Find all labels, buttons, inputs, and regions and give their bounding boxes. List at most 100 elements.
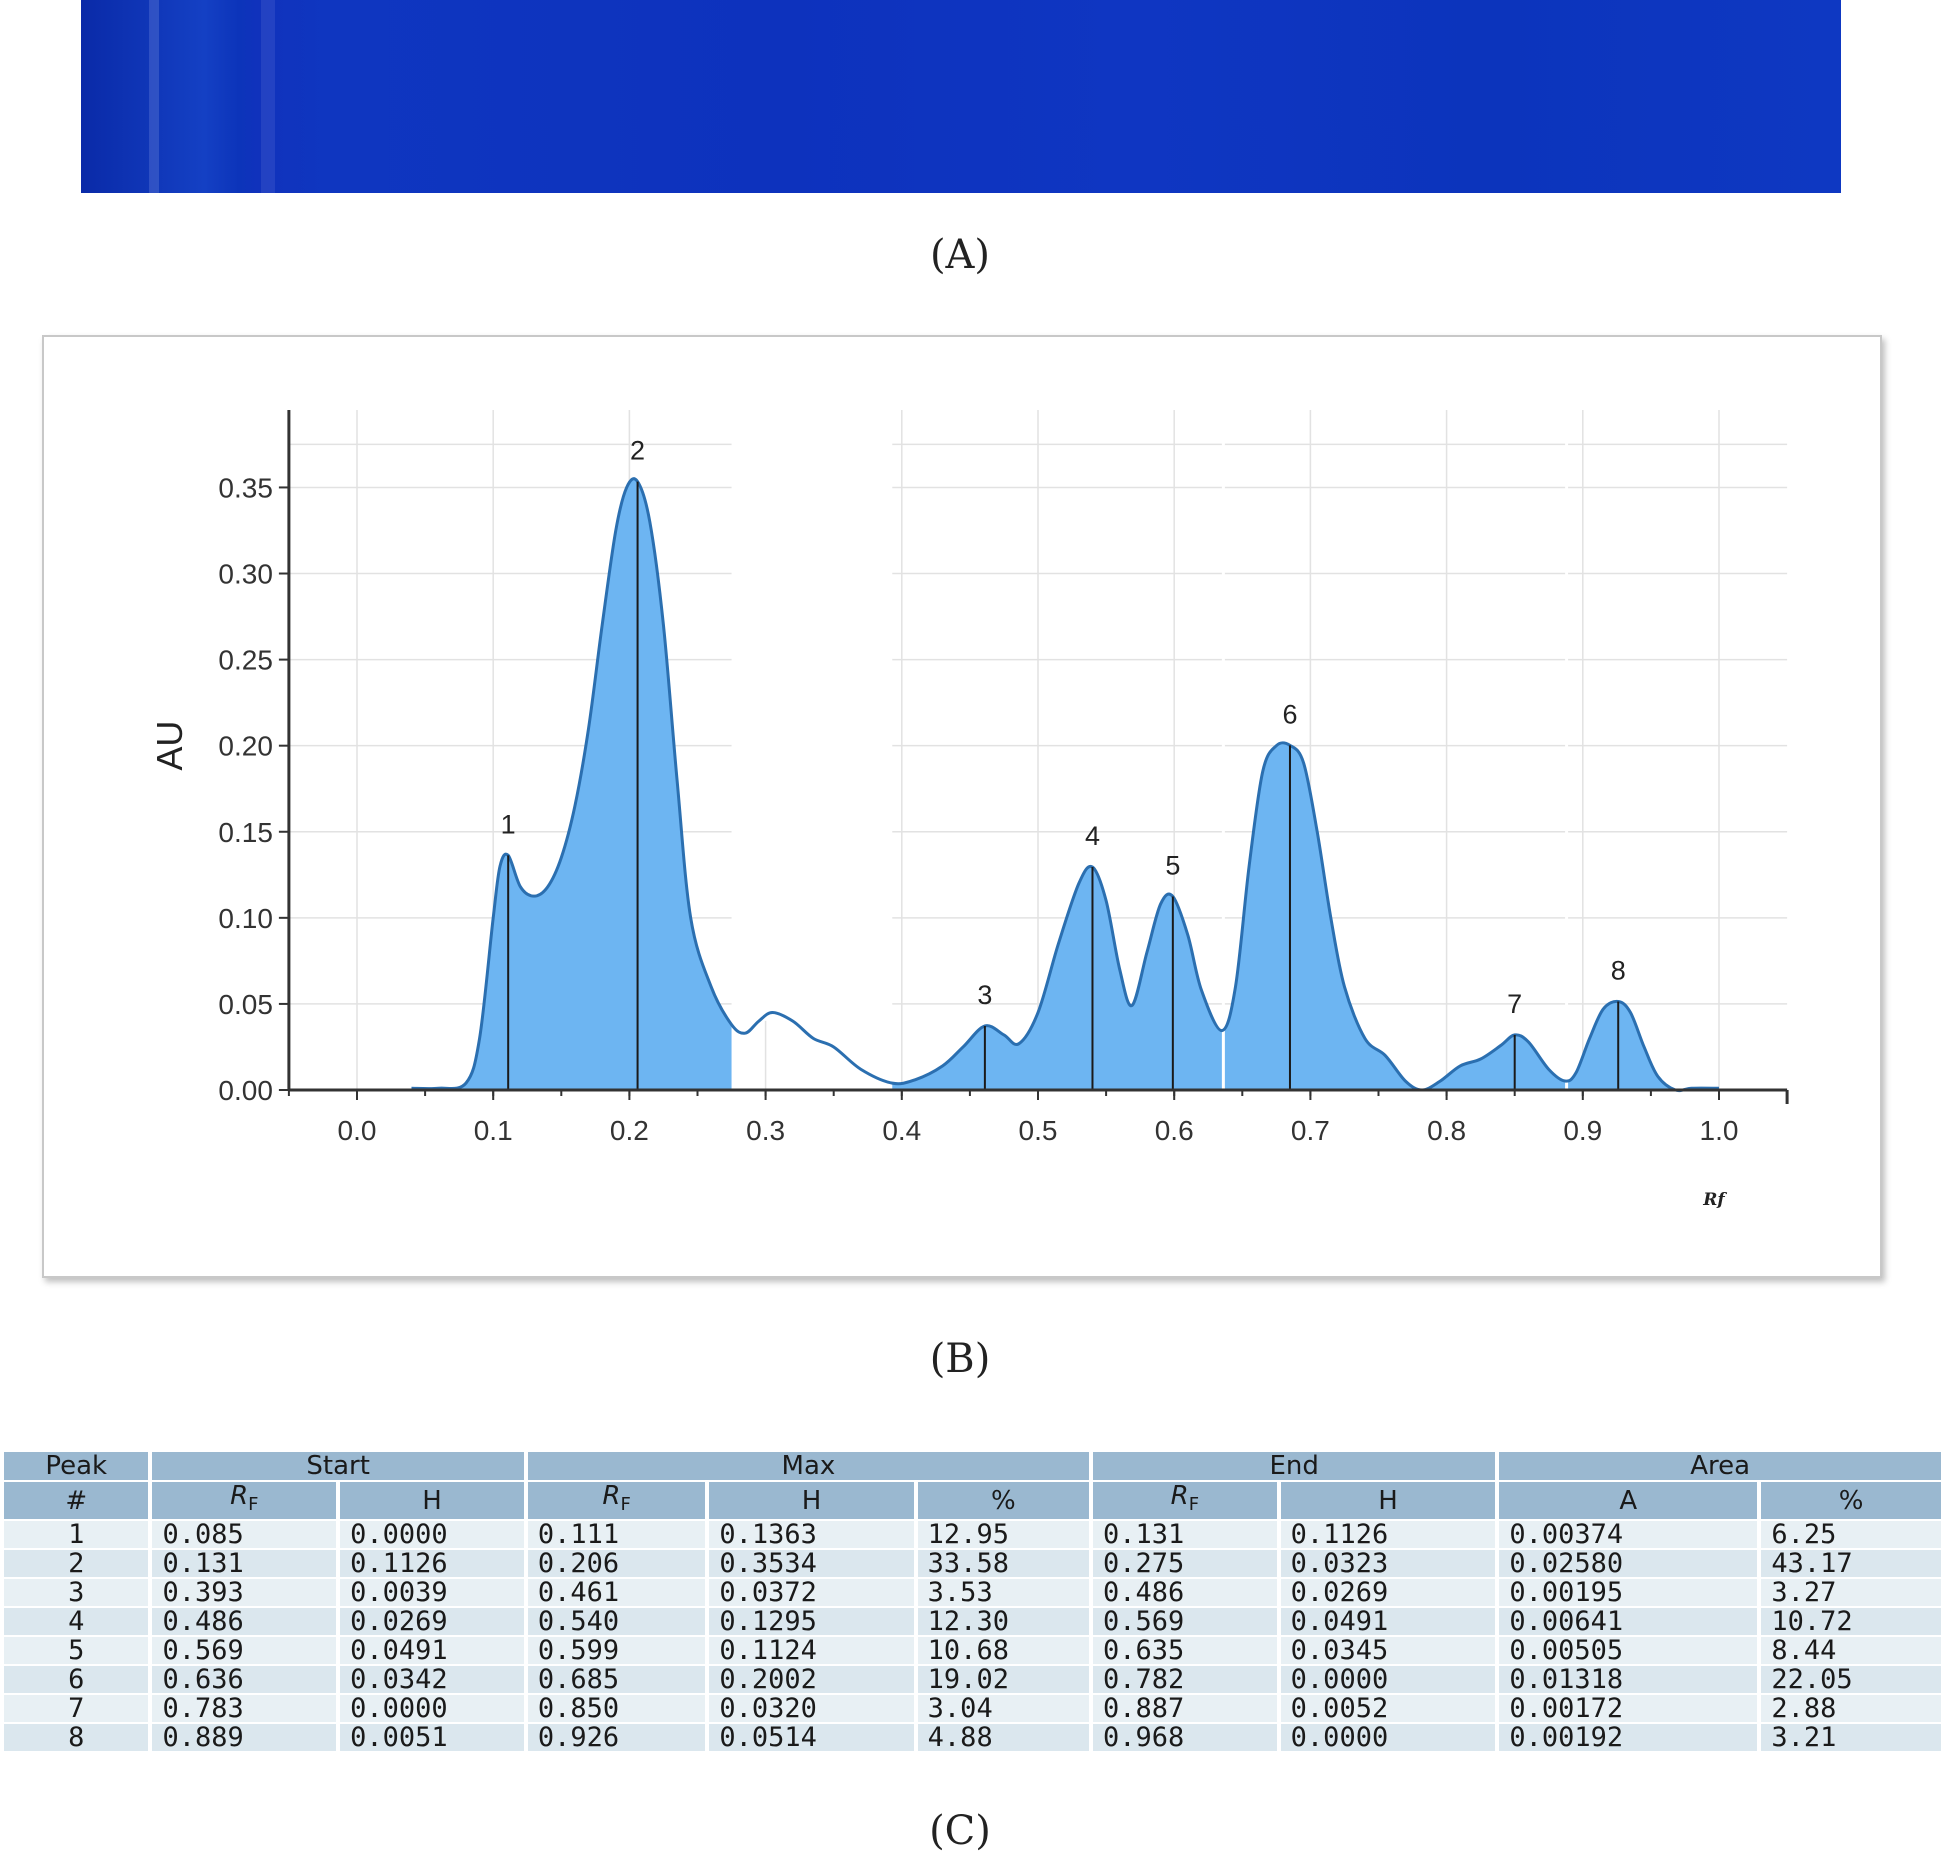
y-tick-label: 0.10	[218, 903, 273, 934]
table-cell: 0.850	[527, 1695, 706, 1723]
peak-label: 4	[1085, 821, 1100, 851]
y-tick-label: 0.15	[218, 817, 273, 848]
table-cell: 0.085	[152, 1521, 337, 1549]
x-tick-label: 0.6	[1155, 1115, 1194, 1146]
table-cell: 12.30	[917, 1608, 1089, 1636]
table-row: 7 0.783 0.0000 0.850 0.0320 3.04 0.887 0.0052 0.…	[4, 1695, 1941, 1723]
table-cell: 0.1295	[709, 1608, 914, 1636]
table-cell: 0.3534	[709, 1550, 914, 1578]
baseline-gap	[731, 409, 893, 1090]
table-cell: 0.0342	[340, 1666, 524, 1694]
table-cell: 0.2002	[709, 1666, 914, 1694]
cell-peak-number: 7	[4, 1695, 149, 1723]
table-cell: 0.0269	[1280, 1579, 1496, 1607]
table-cell: 0.1126	[1280, 1521, 1496, 1549]
table-cell: 3.53	[917, 1579, 1089, 1607]
table-row: 4 0.486 0.0269 0.540 0.1295 12.30 0.569 0.0491 0…	[4, 1608, 1941, 1636]
table-cell: 0.00641	[1499, 1608, 1758, 1636]
table-cell: 0.111	[527, 1521, 706, 1549]
header-pct: %	[917, 1482, 1089, 1520]
x-tick-label: 0.8	[1427, 1115, 1466, 1146]
table-cell: 0.635	[1092, 1637, 1277, 1665]
plate-band	[149, 0, 159, 193]
table-cell: 0.0000	[340, 1695, 524, 1723]
header-peak-label: Peak	[45, 1451, 108, 1481]
header-h: H	[1280, 1482, 1496, 1520]
table-cell: 0.0372	[709, 1579, 914, 1607]
sub-header-row: # RF H RF H% RF H A%	[4, 1481, 1941, 1520]
table-cell: 0.0000	[1280, 1666, 1496, 1694]
peak-label: 6	[1282, 699, 1297, 729]
header-rf: RF	[1092, 1481, 1277, 1520]
table-row: 1 0.085 0.0000 0.111 0.1363 12.95 0.131 0.1126 0…	[4, 1521, 1941, 1549]
table-cell: 0.569	[152, 1637, 337, 1665]
x-tick-label: 0.7	[1291, 1115, 1330, 1146]
table-cell: 6.25	[1761, 1521, 1941, 1549]
table-cell: 0.540	[527, 1608, 706, 1636]
plate-band	[261, 0, 275, 193]
panel-a-label: (A)	[929, 232, 991, 278]
baseline-gap	[1565, 409, 1569, 1090]
header-end: End	[1092, 1452, 1496, 1480]
table-cell: 0.685	[527, 1666, 706, 1694]
table-row: 5 0.569 0.0491 0.599 0.1124 10.68 0.635 0.0345 0…	[4, 1637, 1941, 1665]
y-tick-label: 0.30	[218, 559, 273, 590]
table-cell: 0.00172	[1499, 1695, 1758, 1723]
peak-label: 3	[977, 980, 992, 1010]
table-cell: 0.0491	[340, 1637, 524, 1665]
table-row: 3 0.393 0.0039 0.461 0.0372 3.53 0.486 0.0269 0.…	[4, 1579, 1941, 1607]
x-tick-label: 0.9	[1563, 1115, 1602, 1146]
header-peak-number: #	[4, 1482, 149, 1520]
y-tick-label: 0.05	[218, 989, 273, 1020]
table-cell: 0.599	[527, 1637, 706, 1665]
header-rf: RF	[152, 1482, 337, 1520]
header-rf-subscript: F	[620, 1494, 631, 1516]
table-cell: 0.0000	[340, 1521, 524, 1549]
table-cell: 0.01318	[1499, 1666, 1758, 1694]
table-cell: 0.131	[152, 1550, 337, 1578]
header-rf-subscript: F	[1188, 1494, 1200, 1516]
x-tick-label: 0.1	[474, 1115, 513, 1146]
table-cell: 0.1126	[340, 1550, 524, 1578]
table-cell: 33.58	[917, 1550, 1089, 1578]
table-cell: 0.00505	[1499, 1637, 1758, 1665]
table-cell: 0.1363	[709, 1521, 914, 1549]
cell-peak-number: 1	[4, 1521, 149, 1549]
table-cell: 0.0323	[1280, 1550, 1496, 1578]
header-rf-letter: R	[1170, 1481, 1189, 1511]
table-cell: 0.0052	[1280, 1695, 1496, 1723]
table-cell: 0.1124	[709, 1637, 914, 1665]
peak-area-fill	[411, 478, 1720, 1091]
header-peak: Peak	[4, 1451, 149, 1481]
table-cell: 0.783	[152, 1695, 337, 1723]
header-pct: %	[1761, 1482, 1941, 1520]
header-a: A	[1499, 1482, 1758, 1520]
x-tick-label: 0.3	[746, 1115, 785, 1146]
table-cell: 10.72	[1761, 1608, 1941, 1636]
header-rf-subscript: F	[248, 1494, 259, 1516]
peak-label: 1	[501, 809, 516, 839]
table-cell: 43.17	[1761, 1550, 1941, 1578]
y-axis-label: AU	[149, 721, 190, 771]
table-cell: 0.02580	[1499, 1550, 1758, 1578]
header-rf: RF	[527, 1482, 706, 1520]
table-cell: 0.636	[152, 1666, 337, 1694]
peak-label: 7	[1507, 989, 1522, 1019]
table-row: 8 0.889 0.0051 0.926 0.0514 4.88 0.968 0.0000 0.…	[4, 1724, 1941, 1752]
table-cell: 0.569	[1092, 1608, 1277, 1636]
table-cell: 0.486	[152, 1608, 337, 1636]
table-cell: 0.782	[1092, 1666, 1277, 1694]
cell-peak-number: 8	[4, 1724, 149, 1752]
table-cell: 0.00195	[1499, 1579, 1758, 1607]
table-cell: 22.05	[1761, 1666, 1941, 1694]
table-row: 6 0.636 0.0342 0.685 0.2002 19.02 0.782 0.0000 0…	[4, 1666, 1941, 1694]
y-tick-label: 0.35	[218, 472, 273, 503]
cell-peak-number: 2	[4, 1550, 149, 1578]
table-cell: 0.131	[1092, 1521, 1277, 1549]
table-cell: 0.0320	[709, 1695, 914, 1723]
table-cell: 2.88	[1761, 1695, 1941, 1723]
header-area: Area	[1499, 1452, 1941, 1480]
table-cell: 0.00192	[1499, 1724, 1758, 1752]
densitogram-chart: 1 2 3 4 5 6 7 8 0.00 0.05 0.10 0.15 0.20 0.25 0.30 0.35…	[149, 409, 1789, 1210]
y-tick-label: 0.25	[218, 645, 273, 676]
